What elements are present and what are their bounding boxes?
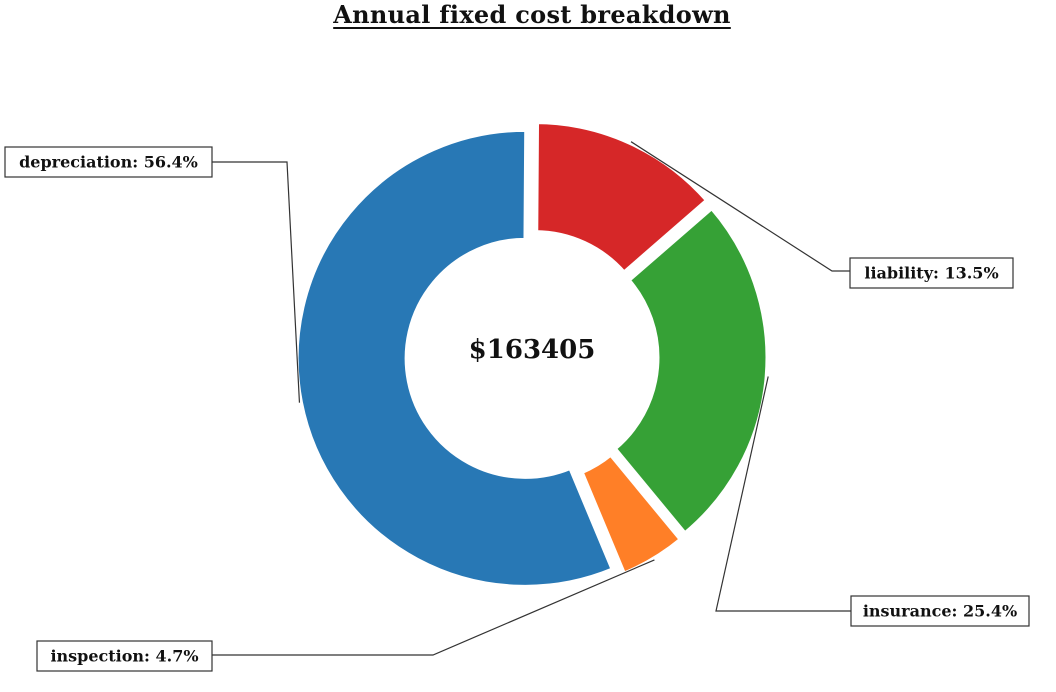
slice-label-insurance: insurance: 25.4% <box>850 595 1030 627</box>
center-total-label: $163405 <box>469 335 596 365</box>
label-box-inspection <box>36 640 213 672</box>
slice-liability <box>533 119 712 277</box>
label-box-depreciation <box>4 146 213 178</box>
leader-line-inspection <box>212 559 655 656</box>
slice-label-inspection: inspection: 4.7% <box>36 640 213 672</box>
leader-line-insurance <box>715 376 851 612</box>
slice-label-liability: liability: 13.5% <box>849 257 1014 289</box>
slice-label-depreciation: depreciation: 56.4% <box>4 146 213 178</box>
label-text-inspection: inspection: 4.7% <box>50 647 198 666</box>
label-box-insurance <box>850 595 1030 627</box>
leader-line-depreciation <box>212 161 301 403</box>
slice-depreciation <box>293 126 617 590</box>
slices-layer <box>293 119 771 590</box>
chart-title: Annual fixed cost breakdown <box>333 0 731 29</box>
slice-insurance <box>610 203 771 538</box>
label-text-insurance: insurance: 25.4% <box>863 602 1017 621</box>
label-box-liability <box>849 257 1014 289</box>
leaders-layer <box>212 141 851 656</box>
label-text-depreciation: depreciation: 56.4% <box>19 153 198 172</box>
leader-line-liability <box>630 141 850 272</box>
labels-layer: liability: 13.5% depreciation: 56.4% inspe… <box>4 146 1030 672</box>
label-text-liability: liability: 13.5% <box>864 264 998 283</box>
